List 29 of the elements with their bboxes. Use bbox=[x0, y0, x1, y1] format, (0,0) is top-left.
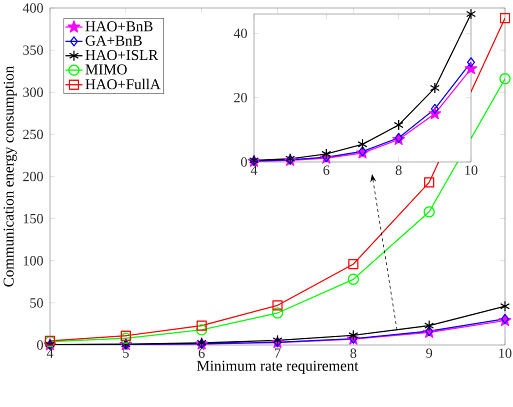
legend-label: HAO+FullA bbox=[85, 78, 161, 90]
x-tick-label: 7 bbox=[274, 348, 281, 358]
y-axis-title: Communication energy consumption bbox=[4, 66, 17, 287]
y-tick-label: 40 bbox=[234, 28, 247, 38]
y-tick-label: 100 bbox=[24, 256, 43, 266]
y-tick-label: 150 bbox=[24, 214, 43, 224]
legend-label: HAO+BnB bbox=[85, 21, 153, 32]
y-tick-label: 200 bbox=[23, 172, 43, 182]
y-tick-label: 300 bbox=[23, 88, 43, 97]
x-tick-label: 9 bbox=[426, 348, 432, 358]
y-tick-label: 250 bbox=[23, 130, 43, 140]
x-tick-label: 8 bbox=[396, 166, 402, 175]
x-tick-label: 8 bbox=[350, 348, 356, 358]
x-tick-label: 10 bbox=[499, 348, 512, 358]
x-tick-label: 10 bbox=[465, 166, 478, 175]
x-axis-title: Minimum rate requirement bbox=[197, 360, 358, 374]
legend-label: MIMO bbox=[85, 64, 127, 74]
y-tick-label: 350 bbox=[23, 45, 43, 55]
x-tick-label: 6 bbox=[323, 166, 330, 175]
legend-label: GA+BnB bbox=[86, 36, 142, 46]
x-tick-label: 4 bbox=[46, 348, 54, 358]
y-tick-label: 50 bbox=[30, 298, 43, 308]
y-tick-label: 0 bbox=[37, 340, 43, 350]
x-tick-label: 6 bbox=[198, 348, 205, 358]
y-tick-label: 400 bbox=[22, 3, 43, 13]
legend-label: HAO+ISLR bbox=[85, 50, 158, 60]
x-tick-label: 4 bbox=[250, 166, 258, 175]
y-tick-label: 0 bbox=[241, 157, 247, 167]
y-tick-label: 20 bbox=[234, 92, 247, 102]
